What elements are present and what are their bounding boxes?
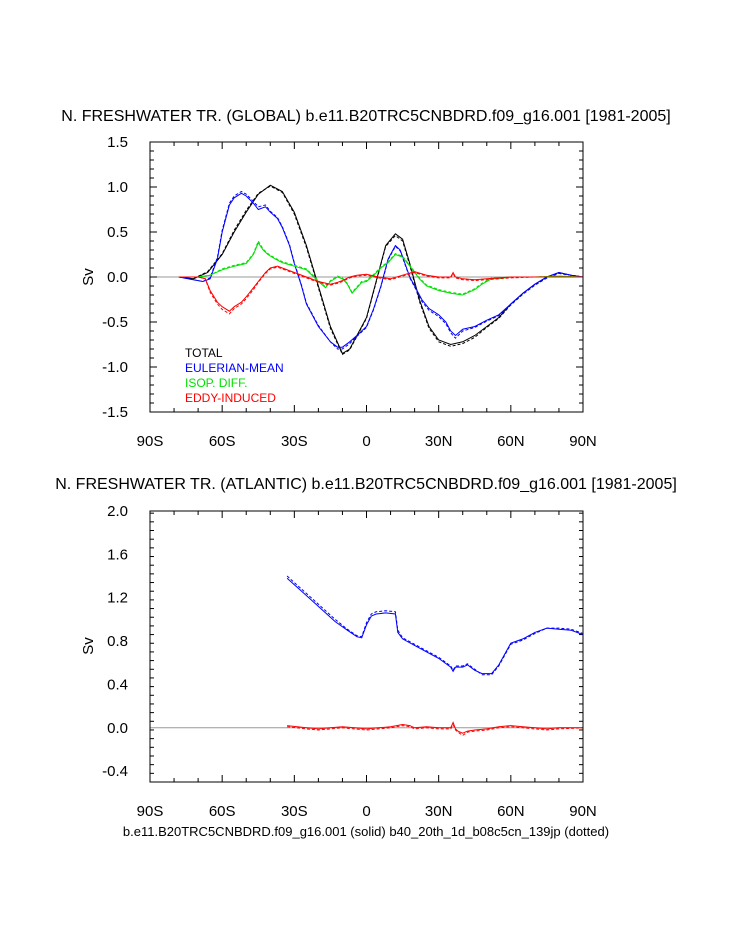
- panel-global: N. FRESHWATER TR. (GLOBAL) b.e11.B20TRC5…: [61, 108, 670, 450]
- y-tick-label: 0.8: [107, 633, 128, 650]
- y-tick-label: 0.0: [107, 269, 128, 286]
- x-tick-label: 60N: [497, 803, 525, 820]
- x-tick-label: 30N: [425, 803, 453, 820]
- y-tick-label: 0.0: [107, 720, 128, 737]
- series-line-eulerian-mean-dotted: [286, 575, 584, 676]
- y-tick-label: 1.0: [107, 179, 128, 196]
- legend-entry: ISOP. DIFF.: [185, 376, 247, 390]
- series-line-total-dotted: [178, 185, 584, 356]
- series-line-eulerian-mean-dotted: [178, 190, 584, 350]
- y-tick-label: 0.5: [107, 224, 128, 241]
- x-tick-label: 90S: [137, 433, 164, 450]
- x-tick-label: 90N: [569, 433, 597, 450]
- series-group: [286, 575, 584, 737]
- series-line-eddy-induced-solid: [287, 721, 583, 734]
- chart-title: N. FRESHWATER TR. (ATLANTIC) b.e11.B20TR…: [55, 476, 677, 493]
- x-tick-label: 0: [362, 433, 370, 450]
- x-tick-label: 60S: [209, 433, 236, 450]
- y-axis-label: Sv: [80, 637, 97, 655]
- x-tick-label: 30S: [281, 803, 308, 820]
- y-tick-label: 0.4: [107, 676, 128, 693]
- axis-ticks: 90S 60S 30S 0 30N 60N 90N -1.5 -1.0 -0.5 0.0 0.5 1.0…: [102, 134, 597, 450]
- y-tick-label: -1.0: [102, 359, 128, 376]
- legend-entry: EDDY-INDUCED: [185, 391, 276, 405]
- axis-ticks: 90S 60S 30S 0 30N 60N 90N -0.4 0.0 0.4 0.8 1.2 1.6 2.…: [102, 503, 597, 820]
- series-line-eddy-induced-solid: [178, 265, 583, 312]
- series-line-total-solid: [178, 184, 584, 355]
- chart-title: N. FRESHWATER TR. (GLOBAL) b.e11.B20TRC5…: [61, 108, 670, 125]
- x-tick-label: 30N: [425, 433, 453, 450]
- y-axis-label: Sv: [80, 268, 97, 286]
- series-line-eddy-induced-dotted: [287, 723, 584, 737]
- series-line-isop-diff-solid: [178, 241, 584, 296]
- y-tick-label: 1.6: [107, 546, 128, 563]
- y-tick-label: -0.5: [102, 314, 128, 331]
- x-axis-caption: b.e11.B20TRC5CNBDRD.f09_g16.001 (solid) …: [123, 824, 609, 839]
- legend-entry: EULERIAN-MEAN: [185, 361, 284, 375]
- plot-frame: [149, 510, 584, 783]
- x-tick-label: 30S: [281, 433, 308, 450]
- x-tick-label: 90S: [137, 803, 164, 820]
- series-group: [178, 184, 584, 356]
- series-line-eulerian-mean-solid: [286, 577, 584, 675]
- y-tick-label: 1.2: [107, 590, 128, 607]
- series-line-eulerian-mean-solid: [178, 192, 584, 348]
- x-tick-label: 60N: [497, 433, 525, 450]
- y-tick-label: 1.5: [107, 134, 128, 151]
- y-tick-label: 2.0: [107, 503, 128, 520]
- series-line-isop-diff-dotted: [178, 239, 584, 295]
- panel-atlantic: N. FRESHWATER TR. (ATLANTIC) b.e11.B20TR…: [55, 476, 677, 839]
- series-line-eddy-induced-dotted: [178, 266, 583, 315]
- y-tick-label: -0.4: [102, 763, 128, 780]
- plot-frame: [149, 141, 584, 413]
- x-tick-label: 60S: [209, 803, 236, 820]
- legend-entry: TOTAL: [185, 346, 223, 360]
- x-tick-label: 0: [362, 803, 370, 820]
- x-tick-label: 90N: [569, 803, 597, 820]
- y-tick-label: -1.5: [102, 404, 128, 421]
